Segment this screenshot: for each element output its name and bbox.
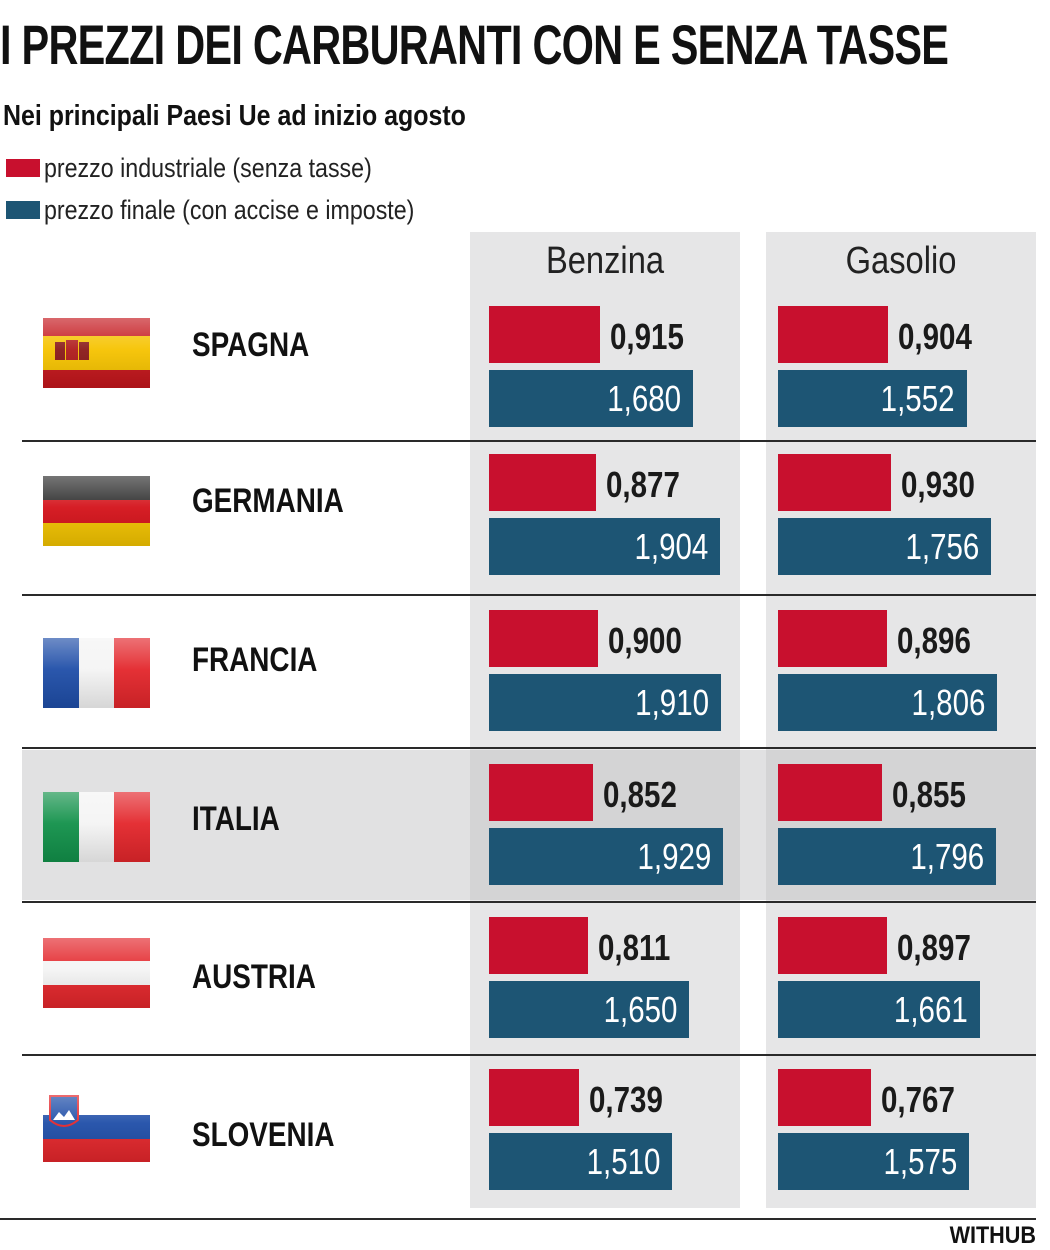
legend-swatch-red bbox=[6, 159, 40, 177]
italy-flag-icon bbox=[43, 792, 150, 862]
bar-industrial-benzina bbox=[489, 454, 596, 511]
bar-final-benzina bbox=[489, 370, 694, 427]
bar-final-benzina bbox=[489, 518, 721, 575]
austria-flag-icon bbox=[43, 938, 150, 1008]
row-divider bbox=[22, 1054, 1036, 1056]
legend-label: prezzo industriale (senza tasse) bbox=[44, 152, 372, 183]
bar-industrial-gasolio bbox=[778, 610, 887, 667]
value-label-industrial: 0,897 bbox=[896, 927, 971, 968]
source-credit: WITHUB bbox=[949, 1222, 1036, 1249]
bar-final-benzina bbox=[489, 981, 690, 1038]
country-label: SLOVENIA bbox=[192, 1116, 335, 1154]
bar-final-benzina bbox=[489, 1133, 673, 1190]
value-label-industrial: 0,877 bbox=[605, 464, 680, 505]
legend-swatch-blue bbox=[6, 201, 40, 219]
value-label-industrial: 0,855 bbox=[891, 774, 966, 815]
legend-item-final: prezzo finale (con accise e imposte) bbox=[6, 195, 475, 225]
germany-flag-icon bbox=[43, 476, 150, 546]
slovenia-flag-icon bbox=[43, 1092, 150, 1162]
value-label-industrial: 0,900 bbox=[608, 620, 683, 661]
bar-industrial-gasolio bbox=[778, 917, 887, 974]
row-divider bbox=[22, 747, 1036, 749]
country-label: AUSTRIA bbox=[192, 958, 316, 996]
value-label-industrial: 0,930 bbox=[900, 464, 975, 505]
country-label: FRANCIA bbox=[192, 641, 318, 679]
bar-final-benzina bbox=[489, 828, 724, 885]
value-label-final: 1,904 bbox=[634, 526, 709, 567]
value-label-final: 1,650 bbox=[603, 989, 678, 1030]
value-label-industrial: 0,904 bbox=[897, 316, 972, 357]
bar-final-gasolio bbox=[778, 981, 980, 1038]
bar-industrial-gasolio bbox=[778, 764, 882, 821]
value-label-final: 1,796 bbox=[910, 836, 985, 877]
bar-industrial-benzina bbox=[489, 306, 601, 363]
bar-final-gasolio bbox=[778, 828, 997, 885]
row-divider bbox=[22, 440, 1036, 442]
value-label-industrial: 0,767 bbox=[881, 1079, 956, 1120]
value-label-final: 1,680 bbox=[607, 378, 682, 419]
legend-label: prezzo finale (con accise e imposte) bbox=[44, 194, 415, 225]
bar-final-gasolio bbox=[778, 674, 998, 731]
value-label-final: 1,910 bbox=[635, 682, 710, 723]
spain-flag-icon bbox=[43, 318, 150, 388]
chart-subtitle: Nei principali Paesi Ue ad inizio agosto bbox=[3, 100, 466, 132]
country-label: ITALIA bbox=[192, 800, 280, 838]
bar-industrial-benzina bbox=[489, 610, 599, 667]
panel-header-gasolio: Gasolio bbox=[845, 240, 957, 282]
value-label-final: 1,756 bbox=[905, 526, 980, 567]
bar-final-gasolio bbox=[778, 518, 992, 575]
value-label-industrial: 0,739 bbox=[588, 1079, 663, 1120]
france-flag-icon bbox=[43, 638, 150, 708]
value-label-final: 1,929 bbox=[637, 836, 712, 877]
panel-header-benzina: Benzina bbox=[545, 240, 665, 282]
bar-final-gasolio bbox=[778, 1133, 970, 1190]
legend-item-industrial: prezzo industriale (senza tasse) bbox=[6, 153, 425, 183]
row-divider bbox=[22, 901, 1036, 903]
bar-industrial-benzina bbox=[489, 917, 588, 974]
value-label-industrial: 0,896 bbox=[896, 620, 971, 661]
bar-industrial-gasolio bbox=[778, 306, 888, 363]
bar-final-benzina bbox=[489, 674, 722, 731]
value-label-final: 1,552 bbox=[880, 378, 955, 419]
value-label-final: 1,661 bbox=[893, 989, 968, 1030]
chart-title: I PREZZI DEI CARBURANTI CON E SENZA TASS… bbox=[0, 13, 949, 76]
value-label-final: 1,575 bbox=[883, 1141, 958, 1182]
country-label: SPAGNA bbox=[192, 326, 310, 364]
bar-industrial-gasolio bbox=[778, 1069, 872, 1126]
value-label-final: 1,806 bbox=[911, 682, 986, 723]
bottom-rule bbox=[0, 1218, 1036, 1220]
bar-industrial-benzina bbox=[489, 764, 593, 821]
row-divider bbox=[22, 594, 1036, 596]
value-label-industrial: 0,852 bbox=[602, 774, 677, 815]
value-label-industrial: 0,915 bbox=[610, 316, 685, 357]
bar-industrial-benzina bbox=[489, 1069, 579, 1126]
country-label: GERMANIA bbox=[192, 482, 344, 520]
value-label-industrial: 0,811 bbox=[597, 927, 670, 968]
bar-industrial-gasolio bbox=[778, 454, 891, 511]
bar-final-gasolio bbox=[778, 370, 967, 427]
value-label-final: 1,510 bbox=[586, 1141, 661, 1182]
